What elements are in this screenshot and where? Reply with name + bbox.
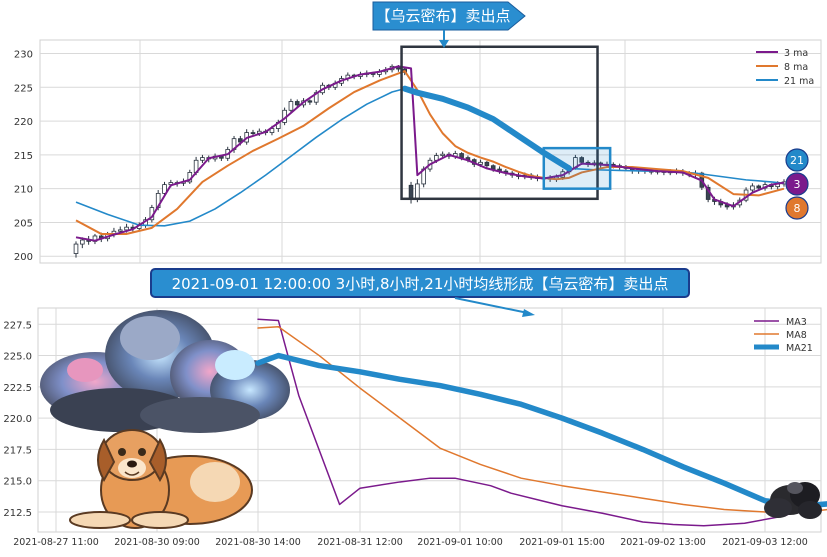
- top-y-axis: 200 205 210 215 220 225 230: [14, 50, 33, 264]
- top-moving-averages: [75, 65, 785, 242]
- bottom-y-tick-label: 220.0: [3, 414, 32, 425]
- top-y-tick-label: 205: [14, 218, 33, 229]
- bottom-ma-chart: 212.5 215.0 217.5 220.0 222.5 225.0 227.5 2021…: [3, 307, 827, 548]
- bottom-legend: MA3 MA8 MA21: [754, 317, 813, 354]
- dark-cloud-icon: [764, 482, 822, 519]
- candle-body: [490, 165, 496, 170]
- badge-circle: [785, 172, 809, 196]
- bottom-moving-averages: [255, 318, 827, 527]
- bottom-x-tick-label: 2021-08-30 09:00: [114, 537, 200, 548]
- top-y-tick-label: 210: [14, 185, 33, 196]
- ma-badges: 21 3 8: [785, 148, 809, 220]
- bottom-legend-label: MA8: [786, 330, 807, 341]
- bottom-y-axis: 212.5 215.0 217.5 220.0 222.5 225.0 227.5: [3, 320, 32, 519]
- top-legend-label: 8 ma: [784, 62, 808, 73]
- top-legend: 3 ma 8 ma 21 ma: [756, 48, 814, 87]
- middle-banner: 2021-09-01 12:00:00 3小时,8小时,21小时均线形成【乌云密…: [150, 268, 690, 317]
- bottom-x-tick-label: 2021-08-30 14:00: [215, 537, 301, 548]
- bottom-x-tick-label: 2021-09-01 10:00: [417, 537, 503, 548]
- badge-circle: [785, 148, 809, 172]
- top-banner-text: 【乌云密布】卖出点: [375, 7, 510, 25]
- bottom-y-tick-label: 217.5: [3, 445, 32, 456]
- series-line-21-ma-emphasis: [401, 85, 573, 172]
- candle-body: [756, 185, 762, 189]
- top-legend-label: 3 ma: [784, 48, 808, 59]
- top-highlight-boxes: [400, 45, 612, 201]
- bottom-x-axis: 2021-08-27 11:00 2021-08-30 09:00 2021-08-…: [13, 537, 808, 548]
- candle-body: [579, 157, 585, 163]
- badge-text: 8: [794, 202, 801, 215]
- candle-body: [124, 226, 129, 231]
- highlight-box-dark: [400, 45, 599, 201]
- candle-body: [478, 161, 483, 165]
- highlight-box-blue: [542, 146, 612, 190]
- badge-circle: [785, 196, 809, 220]
- top-candlestick-chart: 200 205 210 215 220 225 230 3 ma 8 ma 21 ma 21 3 8: [14, 39, 822, 264]
- top-y-tick-label: 225: [14, 83, 33, 94]
- bottom-y-tick-label: 212.5: [3, 508, 32, 519]
- candle-body: [238, 138, 243, 143]
- top-legend-label: 21 ma: [784, 76, 814, 87]
- candle-body: [484, 161, 490, 167]
- series-line-MA21: [255, 352, 827, 509]
- bottom-y-tick-label: 225.0: [3, 352, 32, 363]
- series-line-MA8: [257, 326, 827, 513]
- badge-text: 3: [794, 178, 801, 191]
- candle-body: [459, 153, 464, 158]
- bottom-x-tick-label: 2021-09-03 12:00: [722, 537, 808, 548]
- bottom-y-tick-label: 222.5: [3, 383, 32, 394]
- top-grid: [40, 40, 821, 263]
- top-y-tick-label: 220: [14, 117, 33, 128]
- storm-cloud-illustration: [40, 310, 290, 433]
- candle-body: [162, 184, 167, 194]
- middle-banner-pointer-head: [522, 309, 535, 317]
- middle-banner-text: 2021-09-01 12:00:00 3小时,8小时,21小时均线形成【乌云密…: [172, 275, 669, 293]
- candle-body: [750, 185, 755, 191]
- top-y-tick-label: 200: [14, 252, 33, 263]
- bottom-legend-label: MA3: [786, 317, 807, 328]
- top-banner-pointer-head: [439, 40, 449, 48]
- top-y-tick-label: 230: [14, 50, 33, 61]
- series-line-MA3: [257, 318, 827, 527]
- dog-illustration: [69, 429, 253, 529]
- top-plot-background: [39, 39, 822, 264]
- candle-body: [288, 101, 294, 111]
- candle-body: [73, 243, 79, 254]
- series-line-3-ma: [75, 65, 785, 242]
- middle-banner-pointer: [454, 297, 529, 314]
- bottom-x-tick-label: 2021-09-01 15:00: [519, 537, 605, 548]
- bottom-y-tick-label: 215.0: [3, 477, 32, 488]
- middle-banner-box: [150, 268, 690, 298]
- series-line-8-ma: [75, 70, 785, 235]
- bottom-x-tick-label: 2021-08-27 11:00: [13, 537, 99, 548]
- candle-body: [440, 153, 445, 156]
- bottom-x-tick-label: 2021-08-31 12:00: [317, 537, 403, 548]
- candle-body: [415, 183, 420, 200]
- candle-body: [250, 132, 256, 134]
- badge-text: 21: [790, 154, 804, 167]
- bottom-x-tick-label: 2021-09-02 13:00: [620, 537, 706, 548]
- top-y-tick-label: 215: [14, 151, 33, 162]
- bottom-legend-label: MA21: [786, 343, 813, 354]
- candle-body: [80, 239, 85, 245]
- top-banner-arrow: [372, 1, 526, 31]
- bottom-y-tick-label: 227.5: [3, 320, 32, 331]
- candle-body: [294, 101, 300, 106]
- candle-body: [307, 100, 313, 103]
- candle-body: [200, 157, 205, 161]
- candle-body: [117, 229, 123, 232]
- candle-body: [408, 184, 414, 200]
- top-banner: 【乌云密布】卖出点: [372, 1, 526, 48]
